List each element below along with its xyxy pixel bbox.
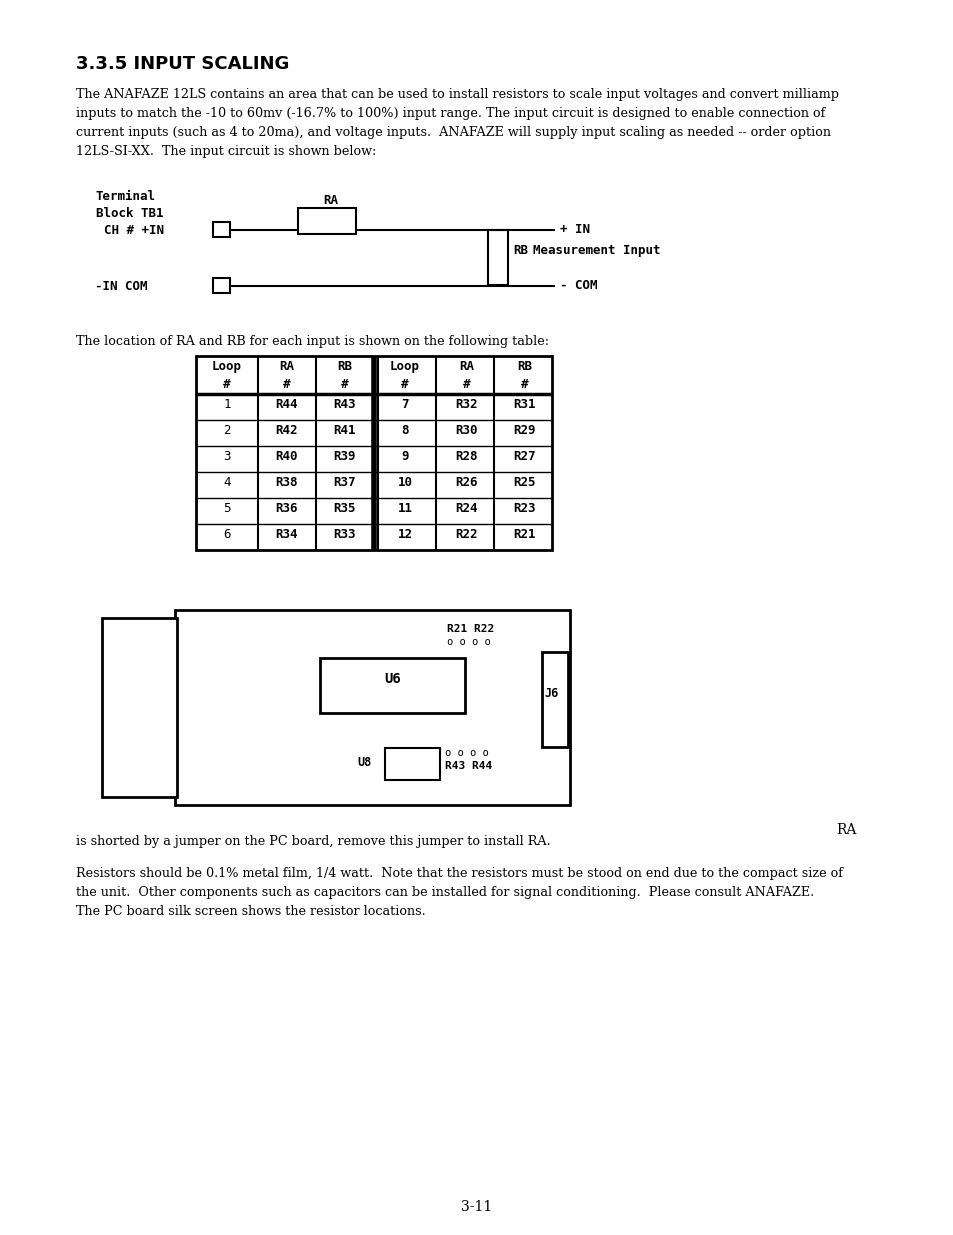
Text: 6: 6 — [223, 529, 231, 541]
Text: The ANAFAZE 12LS contains an area that can be used to install resistors to scale: The ANAFAZE 12LS contains an area that c… — [76, 88, 838, 158]
Text: R31: R31 — [514, 398, 536, 411]
Text: RA
#: RA # — [279, 359, 294, 391]
Text: RA: RA — [835, 823, 856, 837]
Text: RB
#: RB # — [517, 359, 532, 391]
Text: 8: 8 — [401, 424, 408, 437]
Text: RB
#: RB # — [337, 359, 352, 391]
Text: R39: R39 — [334, 450, 355, 463]
Bar — [297, 207, 355, 233]
Text: R42: R42 — [275, 424, 298, 437]
Text: 5: 5 — [223, 501, 231, 515]
Text: 10: 10 — [397, 475, 412, 489]
Text: R43 R44: R43 R44 — [444, 761, 492, 771]
Text: RB: RB — [513, 245, 527, 257]
Text: R38: R38 — [275, 475, 298, 489]
Text: RA: RA — [323, 194, 337, 207]
Text: Resistors should be 0.1% metal film, 1/4 watt.  Note that the resistors must be : Resistors should be 0.1% metal film, 1/4… — [76, 867, 842, 918]
Text: R23: R23 — [514, 501, 536, 515]
Text: R34: R34 — [275, 529, 298, 541]
Text: R26: R26 — [456, 475, 477, 489]
Text: -IN COM: -IN COM — [95, 280, 148, 293]
Bar — [488, 230, 507, 285]
Text: R28: R28 — [456, 450, 477, 463]
Text: R44: R44 — [275, 398, 298, 411]
Text: - COM: - COM — [559, 279, 597, 291]
Text: The location of RA and RB for each input is shown on the following table:: The location of RA and RB for each input… — [76, 335, 549, 348]
Text: Loop
#: Loop # — [212, 359, 242, 391]
Text: 7: 7 — [401, 398, 408, 411]
Text: R27: R27 — [514, 450, 536, 463]
Text: R32: R32 — [456, 398, 477, 411]
Text: R37: R37 — [334, 475, 355, 489]
Text: 9: 9 — [401, 450, 408, 463]
Text: CH # +IN: CH # +IN — [104, 224, 164, 237]
Text: is shorted by a jumper on the PC board, remove this jumper to install RA.: is shorted by a jumper on the PC board, … — [76, 835, 550, 848]
Text: R29: R29 — [514, 424, 536, 437]
Text: U8: U8 — [356, 756, 371, 769]
Text: U6: U6 — [384, 672, 400, 685]
Text: Loop
#: Loop # — [390, 359, 419, 391]
Text: o o o o: o o o o — [444, 748, 488, 758]
Text: R43: R43 — [334, 398, 355, 411]
Text: 3.3.5 INPUT SCALING: 3.3.5 INPUT SCALING — [76, 56, 289, 73]
Bar — [174, 610, 569, 805]
Text: J6: J6 — [543, 687, 558, 700]
Text: R36: R36 — [275, 501, 298, 515]
Text: R21: R21 — [514, 529, 536, 541]
Text: RA
#: RA # — [459, 359, 474, 391]
Text: 2: 2 — [223, 424, 231, 437]
Text: R25: R25 — [514, 475, 536, 489]
Text: 11: 11 — [397, 501, 412, 515]
Text: 3-11: 3-11 — [461, 1200, 492, 1214]
Text: 12: 12 — [397, 529, 412, 541]
Text: R21 R22: R21 R22 — [447, 624, 494, 634]
Text: 4: 4 — [223, 475, 231, 489]
Text: 3: 3 — [223, 450, 231, 463]
Text: Terminal
Block TB1: Terminal Block TB1 — [96, 190, 163, 220]
Bar — [213, 278, 230, 293]
Bar — [102, 618, 177, 797]
Text: R30: R30 — [456, 424, 477, 437]
Text: 1: 1 — [223, 398, 231, 411]
Text: R33: R33 — [334, 529, 355, 541]
Text: o o o o: o o o o — [447, 637, 490, 647]
Bar — [195, 356, 552, 550]
Bar — [541, 652, 567, 747]
Bar — [213, 222, 230, 237]
Bar — [385, 748, 439, 781]
Text: R22: R22 — [456, 529, 477, 541]
Text: R24: R24 — [456, 501, 477, 515]
Text: R41: R41 — [334, 424, 355, 437]
Text: + IN: + IN — [559, 224, 589, 236]
Text: Measurement Input: Measurement Input — [533, 245, 659, 257]
Text: R40: R40 — [275, 450, 298, 463]
Bar — [319, 658, 464, 713]
Text: R35: R35 — [334, 501, 355, 515]
